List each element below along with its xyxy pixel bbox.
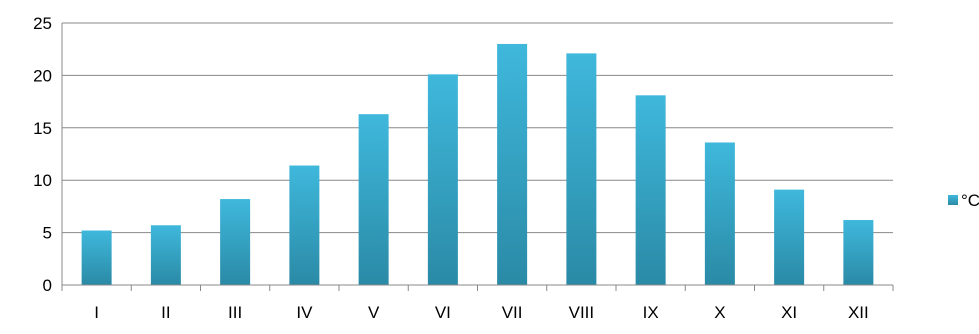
bar-vi — [427, 74, 458, 286]
y-tick-label: 0 — [43, 276, 52, 295]
y-axis-tick-labels: 0 5 10 15 20 25 — [33, 14, 52, 295]
y-tick-label: 20 — [33, 66, 52, 85]
x-tick-label: VIII — [569, 303, 595, 322]
x-tick-label: II — [161, 303, 170, 322]
bar-x — [704, 142, 735, 285]
bar-iii — [220, 199, 251, 285]
x-tick-label: V — [368, 303, 380, 322]
x-axis-tick-labels: I II III IV V VI VII VIII IX X XI XII — [94, 303, 869, 322]
x-tick-label: I — [94, 303, 99, 322]
bar-xi — [774, 189, 805, 285]
bars — [81, 43, 874, 286]
y-tick-label: 10 — [33, 171, 52, 190]
bar-viii — [566, 53, 597, 285]
x-tick-label: X — [714, 303, 725, 322]
gridlines — [61, 22, 893, 285]
x-tick-label: IX — [643, 303, 659, 322]
bar-v — [358, 114, 389, 286]
x-axis — [61, 284, 894, 291]
x-tick-label: VII — [502, 303, 523, 322]
x-tick-label: XII — [848, 303, 869, 322]
x-tick-label: IV — [296, 303, 313, 322]
bar-i — [81, 230, 112, 285]
bar-ix — [635, 95, 666, 285]
x-tick-label: XI — [781, 303, 797, 322]
bar-xii — [843, 220, 874, 285]
y-tick-label: 5 — [43, 224, 52, 243]
bar-iv — [289, 165, 320, 285]
x-tick-label: VI — [435, 303, 451, 322]
x-tick-label: III — [228, 303, 242, 322]
y-tick-label: 15 — [33, 119, 52, 138]
y-tick-label: 25 — [33, 14, 52, 33]
bar-vii — [497, 43, 528, 286]
bar-ii — [150, 225, 181, 285]
legend-label: °C — [961, 191, 979, 210]
legend-swatch — [948, 195, 958, 205]
legend: °C — [948, 191, 979, 210]
